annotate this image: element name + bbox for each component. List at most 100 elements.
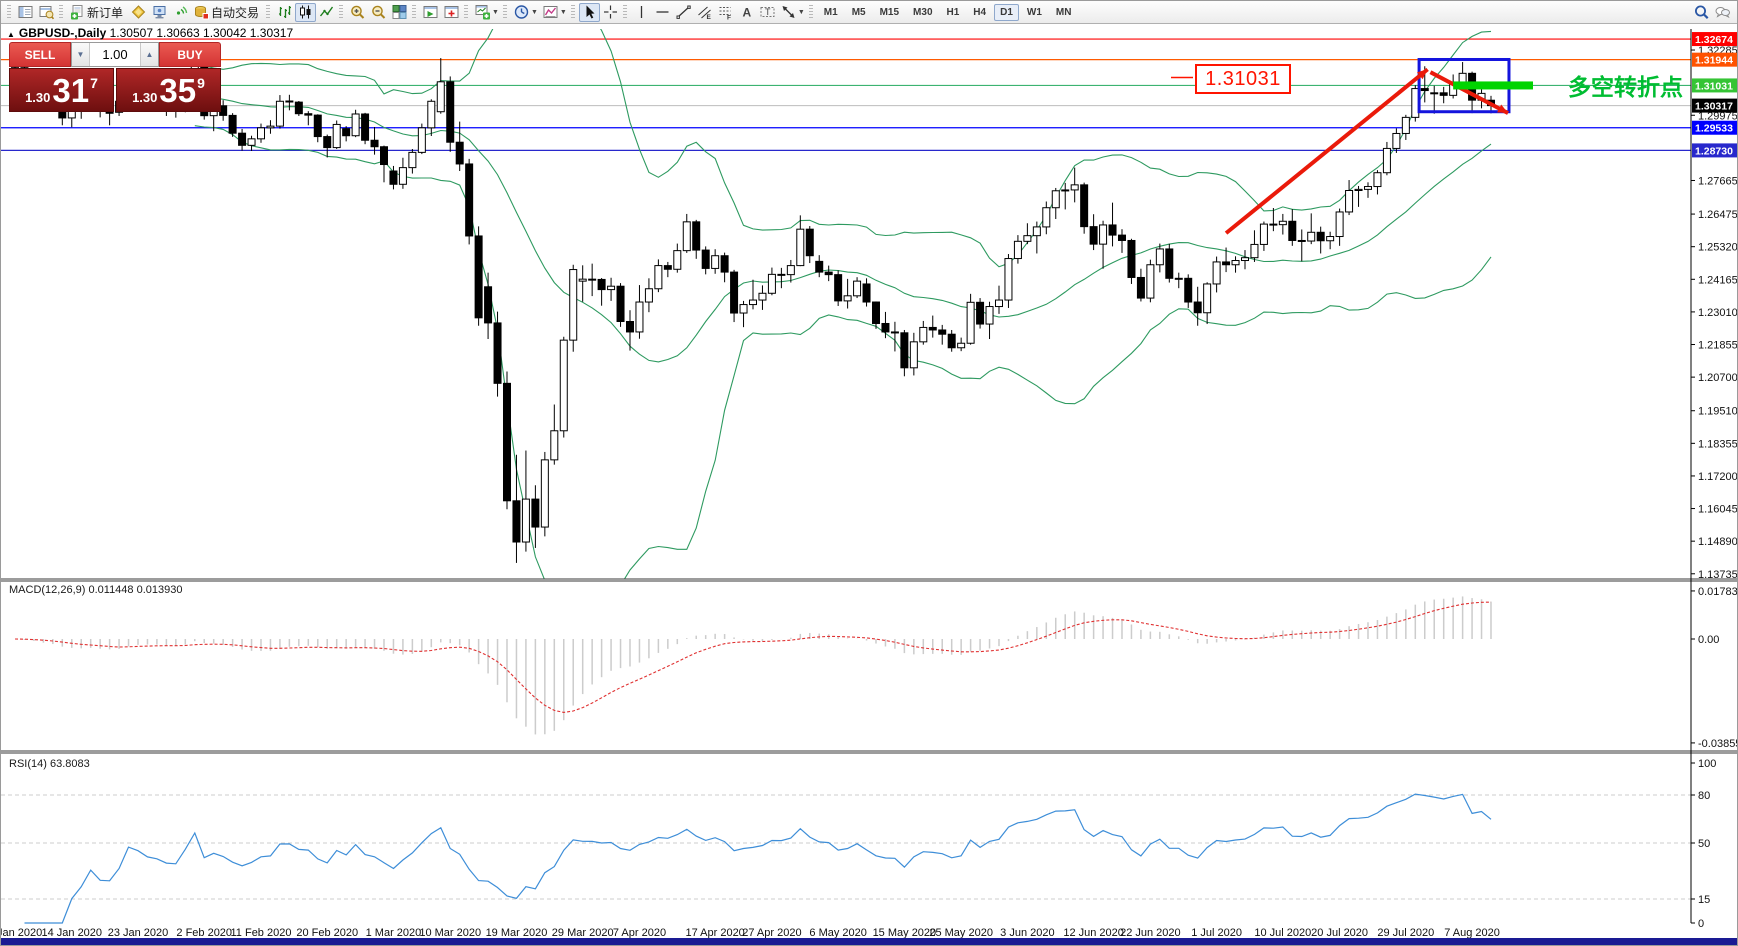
- svg-text:100: 100: [1698, 758, 1716, 770]
- text-tool[interactable]: A: [736, 3, 757, 22]
- cursor-tool-button[interactable]: [578, 2, 600, 22]
- vertical-line-tool[interactable]: [631, 3, 652, 22]
- macd-panel[interactable]: [14, 596, 1492, 735]
- timeframe-m15-button[interactable]: M15: [879, 6, 900, 18]
- periods-button[interactable]: ▼: [511, 3, 540, 22]
- timeframe-h1-button[interactable]: H1: [946, 6, 960, 18]
- chart-objects[interactable]: [1171, 57, 1533, 235]
- zoom-in-button[interactable]: [347, 3, 368, 22]
- chevron-down-icon[interactable]: ▼: [530, 8, 538, 16]
- charts-list-button[interactable]: [15, 3, 36, 22]
- svg-text:-0.038559: -0.038559: [1698, 738, 1738, 750]
- candlestick-chart-icon: [297, 4, 314, 20]
- trendline-tool[interactable]: [673, 3, 694, 22]
- candlesticks[interactable]: [11, 55, 1495, 563]
- ask-quote[interactable]: 1.30 35 9: [116, 68, 221, 112]
- text-label-tool[interactable]: T: [757, 3, 778, 22]
- history-center-button[interactable]: [128, 3, 149, 22]
- svg-text:1.17200: 1.17200: [1698, 471, 1738, 483]
- arrows-tool[interactable]: ▼: [778, 3, 807, 22]
- history-center-icon: [130, 4, 147, 20]
- templates-button[interactable]: ▼: [540, 3, 569, 22]
- timeframe-h4-button[interactable]: H4: [973, 6, 987, 18]
- volume-field[interactable]: 1.00: [102, 47, 128, 62]
- price-level-flag[interactable]: 1.31031: [1195, 64, 1291, 94]
- sell-button[interactable]: SELL: [9, 42, 71, 67]
- panel-dividers[interactable]: [1, 578, 1738, 754]
- search-icon: [1693, 4, 1710, 20]
- timeframe-mn-button[interactable]: MN: [1055, 6, 1072, 18]
- volume-stepper[interactable]: ▼ 1.00 ▲: [71, 42, 159, 67]
- volume-decrease-icon[interactable]: ▼: [72, 43, 90, 66]
- volume-increase-icon[interactable]: ▲: [140, 43, 158, 66]
- fibonacci-tool[interactable]: F: [715, 3, 736, 22]
- turning-point-annotation[interactable]: 多空转折点: [1568, 74, 1683, 100]
- timeframe-d1-button[interactable]: D1: [994, 3, 1019, 21]
- tile-windows-button[interactable]: [389, 3, 410, 22]
- auto-arrange-button[interactable]: [420, 3, 441, 22]
- price-chart-canvas[interactable]: 1.322851.299751.276651.264751.253201.241…: [1, 24, 1738, 940]
- svg-text:15: 15: [1698, 894, 1710, 906]
- crosshair-icon: [602, 4, 619, 20]
- web-terminal-button[interactable]: [149, 3, 170, 22]
- crosshair-tool-button[interactable]: [600, 3, 621, 22]
- trendline-icon: [675, 4, 692, 20]
- toolbar-grip[interactable]: [570, 4, 575, 20]
- autotrading-icon: [193, 4, 210, 20]
- chevron-down-icon[interactable]: ▼: [797, 8, 805, 16]
- chart-title: ▲ GBPUSD-,Daily 1.30507 1.30663 1.30042 1…: [7, 26, 293, 40]
- timeframe-w1-button[interactable]: W1: [1026, 6, 1042, 18]
- chart-area[interactable]: 1.32285 1.29975 1.27665 1.26475 1.25320 1.241…: [1, 24, 1738, 940]
- toolbar-grip[interactable]: [808, 4, 813, 20]
- toolbar-grip[interactable]: [622, 4, 627, 20]
- chevron-down-icon[interactable]: ▼: [559, 8, 567, 16]
- new-chart-button[interactable]: ▼: [472, 3, 501, 22]
- data-window-button[interactable]: [36, 3, 57, 22]
- equidistant-channel-tool[interactable]: E: [694, 3, 715, 22]
- timeframe-m5-button[interactable]: M5: [851, 6, 866, 18]
- timeframe-m1-button[interactable]: M1: [823, 6, 838, 18]
- buy-button[interactable]: BUY: [159, 42, 221, 67]
- chevron-down-icon[interactable]: ▼: [492, 8, 499, 16]
- svg-text:20 Jul 2020: 20 Jul 2020: [1311, 927, 1368, 939]
- svg-text:1.31031: 1.31031: [1695, 80, 1733, 92]
- toolbar-grip[interactable]: [502, 4, 507, 20]
- toolbar-grip[interactable]: [59, 4, 63, 20]
- signals-button[interactable]: [170, 3, 191, 22]
- collapse-triangle-icon[interactable]: ▲: [7, 30, 15, 39]
- search-button[interactable]: [1691, 3, 1712, 22]
- new-order-button[interactable]: 新订单: [67, 3, 128, 22]
- new-order-icon: [69, 4, 86, 20]
- svg-text:10 Mar 2020: 10 Mar 2020: [419, 927, 481, 939]
- timeframe-m30-button[interactable]: M30: [913, 6, 933, 18]
- horizontal-line-tool[interactable]: [652, 3, 673, 22]
- bollinger-bands[interactable]: [194, 24, 1492, 601]
- toolbar-grip[interactable]: [464, 4, 469, 20]
- track-chart-button[interactable]: [441, 3, 462, 22]
- toolbar-grip[interactable]: [7, 4, 11, 20]
- svg-text:E: E: [706, 14, 711, 20]
- candlestick-chart-button[interactable]: [295, 2, 317, 22]
- bar-chart-button[interactable]: [274, 3, 295, 22]
- svg-text:1.27665: 1.27665: [1698, 175, 1738, 187]
- toolbar-grip[interactable]: [339, 4, 344, 20]
- periods-icon: [513, 4, 530, 20]
- toolbar-grip[interactable]: [412, 4, 417, 20]
- bar-chart-icon: [276, 4, 293, 20]
- line-chart-button[interactable]: [316, 3, 337, 22]
- bid-quote[interactable]: 1.30 31 7: [9, 68, 114, 112]
- horizontal-level-lines[interactable]: [1, 38, 1691, 152]
- autotrading-button[interactable]: 自动交易: [191, 3, 264, 22]
- charts-list-icon: [17, 4, 34, 20]
- text-icon: A: [738, 4, 755, 20]
- price-axis[interactable]: 1.322851.299751.276651.264751.253201.241…: [1690, 29, 1738, 930]
- toolbar-grip[interactable]: [266, 4, 271, 20]
- svg-text:1.30317: 1.30317: [1695, 101, 1733, 113]
- chat-button[interactable]: [1712, 3, 1733, 22]
- zoom-out-button[interactable]: [368, 3, 389, 22]
- svg-text:7 Aug 2020: 7 Aug 2020: [1444, 927, 1500, 939]
- auto-arrange-icon: [422, 4, 439, 20]
- rsi-panel[interactable]: [1, 793, 1691, 924]
- signals-icon: [172, 4, 189, 20]
